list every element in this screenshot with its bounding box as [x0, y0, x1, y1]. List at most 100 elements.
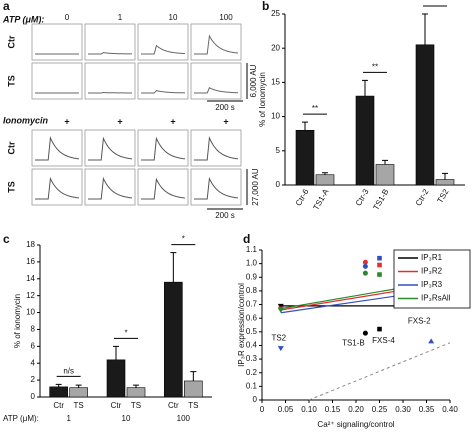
trace	[141, 90, 185, 94]
trace	[194, 34, 239, 55]
point	[277, 346, 284, 352]
plus: +	[170, 116, 175, 126]
y-tick-label: 8	[31, 325, 36, 334]
x-tick-label: Ctr-6	[294, 187, 311, 207]
error-bar	[442, 172, 448, 180]
y-tick-label: 0.8	[246, 286, 258, 295]
y-tick-label: 2	[31, 375, 36, 384]
row-label: Ctr	[6, 141, 16, 154]
trace-box	[137, 62, 189, 100]
trace-box	[190, 62, 242, 100]
panel-letter: d	[243, 232, 250, 246]
trace	[88, 52, 132, 55]
trace-box	[137, 129, 189, 167]
trace-box	[190, 168, 242, 206]
error-bar	[55, 383, 62, 387]
significance-label: *	[182, 235, 185, 244]
panel-letter: a	[3, 0, 10, 13]
x-tick-label: Ctr-3	[354, 187, 371, 207]
plus: +	[64, 116, 69, 126]
significance-label: **	[372, 62, 378, 71]
trace	[88, 176, 133, 200]
x-tick-label: 0.20	[348, 405, 364, 414]
x-tick-label: TS2	[435, 187, 450, 205]
y-tick-label: 0.6	[246, 313, 258, 322]
x-tick-label: Ctr	[111, 401, 122, 410]
x-tick-label: Ctr-2	[414, 187, 431, 207]
time-label: 200 s	[215, 211, 235, 220]
point	[428, 338, 435, 344]
error-bar	[302, 121, 308, 131]
y-tick-label: 1.0	[246, 259, 258, 268]
group-label: 1	[66, 414, 71, 423]
y-tick-label: 0.1	[246, 381, 258, 390]
x-tick-label: 0.25	[372, 405, 388, 414]
group-label: 10	[122, 414, 131, 423]
scale-label: 27,000 AU	[251, 168, 260, 206]
bar	[415, 44, 435, 186]
y-tick-label: 1.1	[246, 245, 258, 254]
trace-box	[190, 23, 242, 61]
point	[362, 263, 368, 269]
trace-box	[84, 168, 136, 206]
point	[277, 308, 284, 313]
error-bar	[170, 252, 177, 283]
significance-label: *	[124, 328, 127, 337]
y-tick-label: 25	[271, 9, 280, 18]
x-tick-label: 0.05	[278, 405, 294, 414]
legend-label: IP₃RsAll	[421, 294, 451, 303]
error-bar	[322, 172, 328, 175]
point	[377, 255, 382, 261]
panel-letter: c	[3, 232, 10, 246]
x-tick-label: Ctr	[168, 401, 179, 410]
row-label: Ctr	[6, 35, 16, 48]
bar	[315, 174, 335, 186]
point	[377, 262, 382, 268]
row-label: TS	[6, 181, 16, 193]
y-tick-label: 0.3	[246, 354, 258, 363]
trace-box	[31, 62, 83, 100]
trace	[141, 177, 186, 200]
y-tick-label: 0.4	[246, 341, 258, 350]
bar	[435, 179, 455, 186]
concentration: 1	[118, 13, 123, 22]
y-tick-label: 12	[26, 291, 35, 300]
panel-letter: b	[262, 0, 269, 13]
y-tick-label: 4	[31, 358, 36, 367]
trace-box	[31, 168, 83, 206]
y-tick-label: 0	[276, 180, 281, 189]
ionomycin-label: Ionomycin	[3, 115, 49, 125]
concentration: 10	[169, 13, 178, 22]
y-tick-label: 18	[26, 240, 35, 249]
trace-box	[137, 168, 189, 206]
y-tick-label: 0.5	[246, 327, 258, 336]
bar	[295, 129, 315, 186]
trace-box	[84, 23, 136, 61]
group-title: ATP (μM):	[3, 414, 39, 423]
trace-box	[84, 62, 136, 100]
x-tick-label: TS	[74, 401, 84, 410]
scale-label: 6,000 AU	[249, 64, 258, 97]
point-label: FXS-2	[408, 316, 431, 325]
bar	[126, 387, 146, 398]
y-tick-label: 6	[31, 341, 36, 350]
y-axis-title: % of ionomycin	[13, 294, 22, 348]
bar	[184, 380, 203, 398]
legend-label: IP₃R1	[421, 253, 443, 262]
row-label: TS	[6, 75, 16, 87]
trace-box	[31, 129, 83, 167]
trace	[35, 136, 80, 161]
y-tick-label: 0	[253, 395, 258, 404]
reference-line	[308, 342, 451, 401]
significance-label: **	[432, 0, 438, 5]
group-label: 100	[177, 414, 191, 423]
x-tick-label: TS1-B	[371, 188, 390, 212]
error-bar	[362, 79, 368, 97]
trace	[194, 86, 238, 94]
time-label: 200 s	[215, 103, 235, 112]
error-bar	[190, 371, 197, 381]
y-tick-label: 14	[26, 274, 35, 283]
significance-label: n/s	[63, 366, 74, 375]
y-axis-title: IP₃R expression/control	[237, 283, 246, 367]
